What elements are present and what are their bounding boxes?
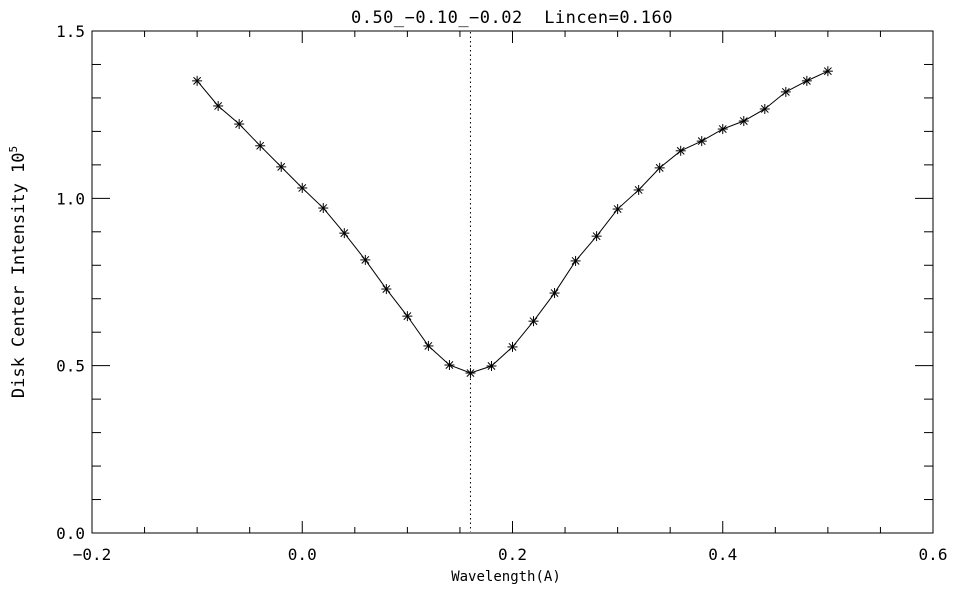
asterisk-marker [361, 255, 370, 264]
asterisk-marker [340, 229, 349, 238]
x-tick-label: 0.6 [919, 545, 948, 564]
asterisk-marker [403, 312, 412, 321]
asterisk-marker [319, 204, 328, 212]
y-axis-label-exponent: 5 [7, 146, 20, 153]
y-tick-label: 0.0 [56, 524, 85, 543]
asterisk-marker [277, 162, 286, 171]
data-line [196, 70, 829, 374]
x-tick-label: 0.4 [708, 545, 737, 564]
asterisk-marker [529, 317, 538, 326]
asterisk-marker [424, 341, 433, 350]
asterisk-marker [823, 67, 832, 76]
asterisk-marker [487, 362, 496, 370]
y-tick-label: 1.5 [56, 22, 85, 41]
asterisk-marker [613, 205, 622, 213]
asterisk-marker [235, 120, 244, 128]
asterisk-marker [739, 117, 748, 125]
asterisk-marker [298, 184, 307, 192]
asterisk-marker [655, 163, 664, 172]
asterisk-marker [634, 186, 643, 194]
asterisk-marker [592, 232, 601, 241]
y-tick-label: 0.5 [56, 357, 85, 376]
asterisk-marker [760, 105, 769, 113]
y-axis-label-text: Disk Center Intensity 10 [9, 152, 29, 398]
asterisk-marker [256, 141, 265, 150]
y-axis-label: Disk Center Intensity 105 [7, 146, 29, 398]
data-series [192, 66, 833, 379]
chart-title: 0.50_−0.10_−0.02 Lincen=0.160 [351, 8, 673, 28]
asterisk-marker [466, 369, 475, 377]
x-tick-label: 0.2 [498, 545, 527, 564]
asterisk-marker [697, 137, 706, 146]
asterisk-marker [802, 76, 811, 85]
x-tick-label: 0.0 [288, 545, 317, 564]
data-markers [192, 66, 833, 379]
asterisk-marker [781, 87, 790, 96]
asterisk-marker [445, 361, 454, 369]
x-tick-label: −0.2 [73, 545, 112, 564]
asterisk-marker [571, 256, 580, 265]
y-tick-label: 1.0 [56, 189, 85, 208]
x-axis-label: Wavelength(A) [451, 569, 561, 585]
asterisk-marker [508, 342, 517, 351]
asterisk-marker [382, 285, 391, 293]
axes-and-ticks [91, 30, 934, 534]
asterisk-marker [676, 146, 685, 155]
tick-labels: −0.2 0.0 0.2 0.4 0.6 0.0 0.5 1.0 1.5 [56, 22, 947, 564]
asterisk-marker [718, 125, 727, 134]
asterisk-marker [550, 289, 559, 297]
asterisk-marker [193, 76, 202, 85]
asterisk-marker [214, 102, 223, 110]
